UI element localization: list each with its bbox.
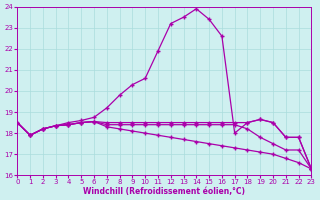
X-axis label: Windchill (Refroidissement éolien,°C): Windchill (Refroidissement éolien,°C) [84,187,245,196]
